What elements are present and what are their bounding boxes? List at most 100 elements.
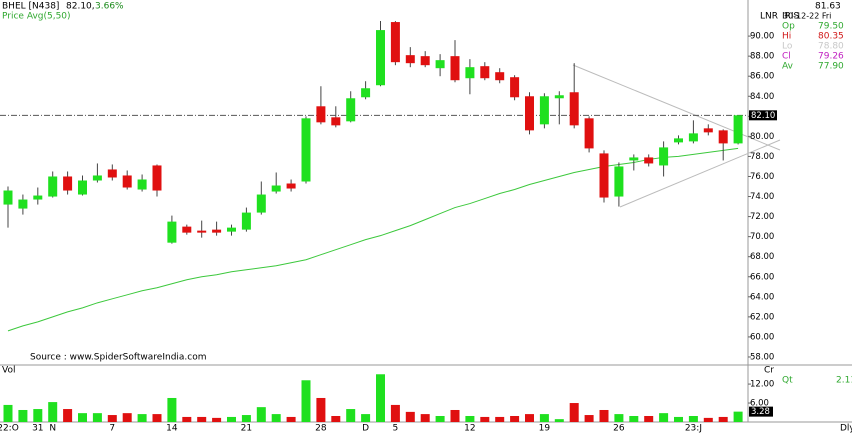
info-value: 78.80 [818,42,844,52]
candle-body [92,175,102,181]
volume-bar [122,413,132,422]
candle-body [33,195,43,200]
volume-bar [495,416,505,422]
candle-body [316,106,326,123]
candle-body [48,176,58,197]
volume-bar [614,414,624,422]
info-tag: LNR [760,12,778,22]
volume-bar [584,415,594,422]
info-value: 80.35 [818,32,844,42]
info-label: Hi [782,32,791,42]
volume-bar [197,416,207,422]
x-tick-label: 31 [32,424,43,433]
volume-tick-label: 6.00 [750,399,769,409]
candle-body [510,77,520,98]
x-tick-label: N [49,424,56,433]
volume-bar [48,402,58,422]
volume-tick-label: 12.00 [750,380,774,390]
candle-body [286,183,296,189]
y-tick-label: 86.00 [750,72,774,82]
candle-body [569,92,579,126]
volume-bar [346,409,356,422]
candle-body [256,194,266,213]
candle-body [420,56,430,66]
volume-bar [674,416,683,422]
volume-bar [137,414,147,422]
volume-bar [718,416,728,422]
volume-bar [539,414,549,422]
x-tick-label: 12 [464,424,475,433]
candle-body [152,165,162,191]
moving-average [7,147,739,332]
info-value: 79.26 [818,52,844,62]
candle-body [167,221,177,243]
volume-bar [569,403,579,422]
candle-body [346,98,356,122]
x-tick-label: D [362,424,369,433]
x-tick-label: 26 [613,424,625,433]
candle-body [435,60,445,69]
candle-body [182,226,192,233]
volume-bar [256,407,266,422]
volume-bar [227,416,236,422]
candle-body [78,180,87,195]
candle-body [197,230,207,233]
y-tick-label: 80.00 [750,132,774,142]
y-tick-label: 78.00 [750,152,774,162]
y-tick-label: 60.00 [750,332,774,342]
candle-body [525,96,534,131]
trendline [619,139,781,208]
info-top: 81.63 [815,2,841,12]
last-price: 82.10, [66,2,95,12]
x-tick-label: 22:O [0,424,19,433]
volume-bar [33,409,43,422]
qt-value: 2.11 [836,376,852,386]
candle-body [659,147,669,166]
candle-body [376,30,385,86]
y-tick-label: 76.00 [750,172,774,182]
volume-tag-label: 3.28 [751,407,770,417]
candle-body [718,130,728,144]
volume-bar [376,374,385,422]
volume-bar [361,414,371,422]
info-value: 79.50 [818,22,844,32]
volume-bar [450,409,460,422]
candle-body [271,185,281,192]
volume-bar [78,413,87,422]
candle-body [554,95,564,99]
x-tick-label: 14 [166,424,178,433]
x-tick-label: 23:J [685,424,702,433]
volume-bar [3,404,13,422]
candle-body [688,133,698,142]
x-tick-label: 5 [393,424,399,433]
volume-bar [420,414,430,422]
info-label: Lo [782,42,793,52]
volume-label: Vol [2,366,15,376]
price-tag-label: 82.10 [751,111,775,121]
volume-bar [480,416,490,422]
volume-bar [63,409,73,422]
candle-body [301,118,311,182]
candle-body [390,22,400,63]
candle-body [584,118,594,149]
volume-bar [167,397,177,422]
y-tick-label: 90.00 [750,32,774,42]
symbol: BHEL [N438] [2,2,59,12]
info-value: 77.90 [818,62,844,72]
price-tag [749,110,777,121]
volume-bar [703,417,713,422]
x-tick-label: 21 [241,424,252,433]
change: 3.66% [95,2,124,12]
y-tick-label: 64.00 [750,292,774,302]
source: Source : www.SpiderSoftwareIndia.com [30,353,207,363]
candle-body [480,66,490,79]
candle-body [495,72,505,81]
volume-bar [525,414,534,422]
volume-bar [271,414,281,422]
volume-bar [390,404,400,422]
info-date: 30-12-22 Fri [783,12,831,21]
volume-bar [733,411,743,422]
candle-body [122,175,132,188]
